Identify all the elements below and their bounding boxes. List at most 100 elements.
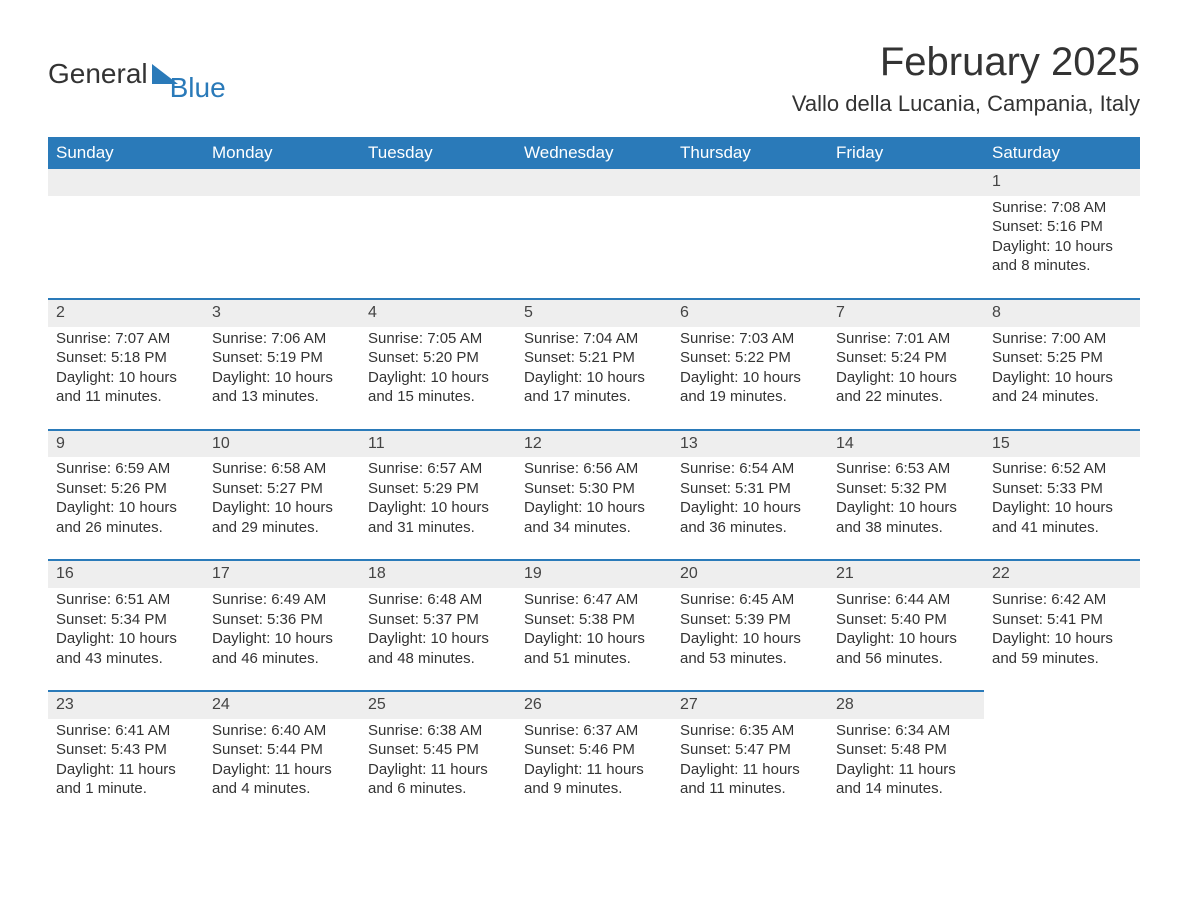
week-detail-row: Sunrise: 6:41 AMSunset: 5:43 PMDaylight:… bbox=[48, 719, 1140, 821]
sunset-text: Sunset: 5:18 PM bbox=[56, 348, 196, 368]
daylight-text: Daylight: 10 hours and 48 minutes. bbox=[368, 629, 508, 668]
day-details: Sunrise: 6:45 AMSunset: 5:39 PMDaylight:… bbox=[680, 588, 820, 668]
calendar-table: Sunday Monday Tuesday Wednesday Thursday… bbox=[48, 137, 1140, 821]
day-details: Sunrise: 7:04 AMSunset: 5:21 PMDaylight:… bbox=[524, 327, 664, 407]
day-detail-cell: Sunrise: 7:01 AMSunset: 5:24 PMDaylight:… bbox=[828, 327, 984, 430]
day-header: Monday bbox=[204, 137, 360, 169]
day-details: Sunrise: 6:41 AMSunset: 5:43 PMDaylight:… bbox=[56, 719, 196, 799]
sunrise-text: Sunrise: 6:57 AM bbox=[368, 459, 508, 479]
sunrise-text: Sunrise: 7:01 AM bbox=[836, 329, 976, 349]
sunset-text: Sunset: 5:36 PM bbox=[212, 610, 352, 630]
daylight-text: Daylight: 10 hours and 19 minutes. bbox=[680, 368, 820, 407]
day-header: Tuesday bbox=[360, 137, 516, 169]
sunset-text: Sunset: 5:38 PM bbox=[524, 610, 664, 630]
daylight-text: Daylight: 11 hours and 6 minutes. bbox=[368, 760, 508, 799]
sunrise-text: Sunrise: 6:52 AM bbox=[992, 459, 1132, 479]
day-detail-cell: Sunrise: 6:48 AMSunset: 5:37 PMDaylight:… bbox=[360, 588, 516, 691]
day-detail-cell: Sunrise: 7:00 AMSunset: 5:25 PMDaylight:… bbox=[984, 327, 1140, 430]
day-number-cell: 21 bbox=[828, 560, 984, 588]
header: General Blue February 2025 Vallo della L… bbox=[48, 40, 1140, 117]
day-detail-cell: Sunrise: 6:59 AMSunset: 5:26 PMDaylight:… bbox=[48, 457, 204, 560]
day-number-cell: 9 bbox=[48, 430, 204, 458]
sunset-text: Sunset: 5:40 PM bbox=[836, 610, 976, 630]
sunset-text: Sunset: 5:31 PM bbox=[680, 479, 820, 499]
sunrise-text: Sunrise: 6:38 AM bbox=[368, 721, 508, 741]
day-details: Sunrise: 6:58 AMSunset: 5:27 PMDaylight:… bbox=[212, 457, 352, 537]
sunrise-text: Sunrise: 6:40 AM bbox=[212, 721, 352, 741]
day-detail-cell: Sunrise: 6:35 AMSunset: 5:47 PMDaylight:… bbox=[672, 719, 828, 821]
day-details: Sunrise: 6:37 AMSunset: 5:46 PMDaylight:… bbox=[524, 719, 664, 799]
sunset-text: Sunset: 5:21 PM bbox=[524, 348, 664, 368]
sunset-text: Sunset: 5:43 PM bbox=[56, 740, 196, 760]
day-detail-cell: Sunrise: 7:06 AMSunset: 5:19 PMDaylight:… bbox=[204, 327, 360, 430]
day-header: Friday bbox=[828, 137, 984, 169]
day-number-cell: 22 bbox=[984, 560, 1140, 588]
calendar-body: 1Sunrise: 7:08 AMSunset: 5:16 PMDaylight… bbox=[48, 169, 1140, 821]
sunrise-text: Sunrise: 6:45 AM bbox=[680, 590, 820, 610]
day-details: Sunrise: 6:35 AMSunset: 5:47 PMDaylight:… bbox=[680, 719, 820, 799]
day-details: Sunrise: 6:47 AMSunset: 5:38 PMDaylight:… bbox=[524, 588, 664, 668]
day-details: Sunrise: 7:03 AMSunset: 5:22 PMDaylight:… bbox=[680, 327, 820, 407]
day-number-cell: 13 bbox=[672, 430, 828, 458]
daylight-text: Daylight: 11 hours and 9 minutes. bbox=[524, 760, 664, 799]
day-header: Saturday bbox=[984, 137, 1140, 169]
daylight-text: Daylight: 10 hours and 15 minutes. bbox=[368, 368, 508, 407]
sunset-text: Sunset: 5:19 PM bbox=[212, 348, 352, 368]
daylight-text: Daylight: 10 hours and 38 minutes. bbox=[836, 498, 976, 537]
day-number-cell: 11 bbox=[360, 430, 516, 458]
daylight-text: Daylight: 10 hours and 31 minutes. bbox=[368, 498, 508, 537]
day-detail-cell: Sunrise: 6:34 AMSunset: 5:48 PMDaylight:… bbox=[828, 719, 984, 821]
daylight-text: Daylight: 10 hours and 26 minutes. bbox=[56, 498, 196, 537]
day-detail-cell: Sunrise: 6:58 AMSunset: 5:27 PMDaylight:… bbox=[204, 457, 360, 560]
daylight-text: Daylight: 10 hours and 11 minutes. bbox=[56, 368, 196, 407]
day-details: Sunrise: 7:00 AMSunset: 5:25 PMDaylight:… bbox=[992, 327, 1132, 407]
day-details: Sunrise: 7:07 AMSunset: 5:18 PMDaylight:… bbox=[56, 327, 196, 407]
daylight-text: Daylight: 10 hours and 13 minutes. bbox=[212, 368, 352, 407]
daylight-text: Daylight: 10 hours and 29 minutes. bbox=[212, 498, 352, 537]
day-detail-cell: Sunrise: 7:04 AMSunset: 5:21 PMDaylight:… bbox=[516, 327, 672, 430]
daylight-text: Daylight: 10 hours and 36 minutes. bbox=[680, 498, 820, 537]
day-detail-cell: Sunrise: 6:49 AMSunset: 5:36 PMDaylight:… bbox=[204, 588, 360, 691]
day-details: Sunrise: 6:40 AMSunset: 5:44 PMDaylight:… bbox=[212, 719, 352, 799]
month-title: February 2025 bbox=[792, 40, 1140, 85]
daylight-text: Daylight: 10 hours and 24 minutes. bbox=[992, 368, 1132, 407]
day-number-cell: 23 bbox=[48, 691, 204, 719]
day-detail-cell: Sunrise: 6:51 AMSunset: 5:34 PMDaylight:… bbox=[48, 588, 204, 691]
sunrise-text: Sunrise: 6:59 AM bbox=[56, 459, 196, 479]
day-number-cell: 1 bbox=[984, 169, 1140, 196]
sunrise-text: Sunrise: 6:51 AM bbox=[56, 590, 196, 610]
sunset-text: Sunset: 5:41 PM bbox=[992, 610, 1132, 630]
day-detail-cell bbox=[828, 196, 984, 299]
day-number-cell: 14 bbox=[828, 430, 984, 458]
sunrise-text: Sunrise: 6:37 AM bbox=[524, 721, 664, 741]
day-number-cell: 28 bbox=[828, 691, 984, 719]
day-number-cell: 2 bbox=[48, 299, 204, 327]
sunset-text: Sunset: 5:47 PM bbox=[680, 740, 820, 760]
sunrise-text: Sunrise: 6:48 AM bbox=[368, 590, 508, 610]
day-details: Sunrise: 6:53 AMSunset: 5:32 PMDaylight:… bbox=[836, 457, 976, 537]
day-detail-cell: Sunrise: 6:41 AMSunset: 5:43 PMDaylight:… bbox=[48, 719, 204, 821]
sunrise-text: Sunrise: 7:06 AM bbox=[212, 329, 352, 349]
logo-text-2: Blue bbox=[170, 72, 226, 104]
day-detail-cell bbox=[204, 196, 360, 299]
daylight-text: Daylight: 10 hours and 46 minutes. bbox=[212, 629, 352, 668]
sunset-text: Sunset: 5:22 PM bbox=[680, 348, 820, 368]
day-number-cell: 10 bbox=[204, 430, 360, 458]
day-detail-cell: Sunrise: 6:38 AMSunset: 5:45 PMDaylight:… bbox=[360, 719, 516, 821]
day-detail-cell: Sunrise: 7:03 AMSunset: 5:22 PMDaylight:… bbox=[672, 327, 828, 430]
daylight-text: Daylight: 10 hours and 41 minutes. bbox=[992, 498, 1132, 537]
sunrise-text: Sunrise: 6:44 AM bbox=[836, 590, 976, 610]
daylight-text: Daylight: 10 hours and 43 minutes. bbox=[56, 629, 196, 668]
title-block: February 2025 Vallo della Lucania, Campa… bbox=[792, 40, 1140, 117]
day-detail-cell: Sunrise: 7:07 AMSunset: 5:18 PMDaylight:… bbox=[48, 327, 204, 430]
sunset-text: Sunset: 5:44 PM bbox=[212, 740, 352, 760]
daylight-text: Daylight: 11 hours and 11 minutes. bbox=[680, 760, 820, 799]
sunrise-text: Sunrise: 6:54 AM bbox=[680, 459, 820, 479]
day-detail-cell: Sunrise: 6:57 AMSunset: 5:29 PMDaylight:… bbox=[360, 457, 516, 560]
sunset-text: Sunset: 5:37 PM bbox=[368, 610, 508, 630]
day-number-cell: 12 bbox=[516, 430, 672, 458]
sunset-text: Sunset: 5:16 PM bbox=[992, 217, 1132, 237]
day-detail-cell: Sunrise: 6:44 AMSunset: 5:40 PMDaylight:… bbox=[828, 588, 984, 691]
daylight-text: Daylight: 10 hours and 51 minutes. bbox=[524, 629, 664, 668]
sunset-text: Sunset: 5:39 PM bbox=[680, 610, 820, 630]
